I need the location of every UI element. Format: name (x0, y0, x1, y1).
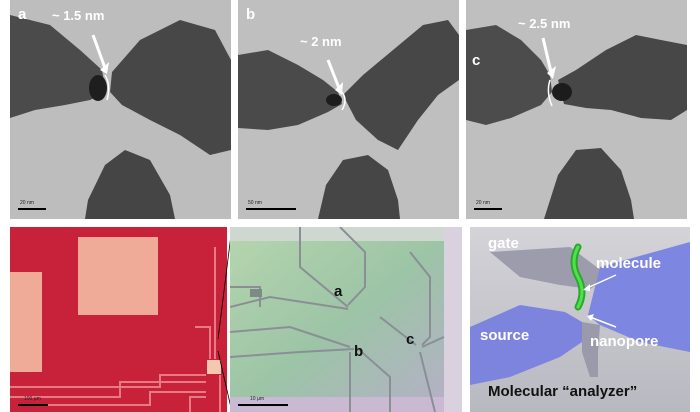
schematic-diagram: gate molecule source nanopore Molecular … (470, 227, 690, 412)
marker-c: c (406, 331, 415, 348)
tem-panel-a: a ~ 1.5 nm 20 nm (10, 0, 231, 219)
tem-image-c (466, 25, 687, 219)
schematic-drawing (470, 227, 690, 412)
molecule-label: molecule (596, 255, 662, 272)
panel-label-a: a (18, 6, 27, 23)
scale-bar-optical-high (238, 404, 288, 406)
source-label: source (480, 327, 530, 344)
gap-annotation-c: ~ 2.5 nm (518, 16, 571, 31)
schematic-caption: Molecular “analyzer” (488, 383, 638, 400)
zoom-connector (217, 227, 233, 412)
gate-label: gate (488, 235, 519, 252)
scale-label-c: 20 nm (476, 200, 490, 206)
scale-label-b: 50 nm (248, 200, 262, 206)
optical-image-high-mag: a b c 10 µm (230, 227, 462, 412)
tem-image-a (10, 15, 231, 219)
optical-image-low-mag: 100 µm (10, 227, 227, 412)
tem-panel-b: b ~ 2 nm 50 nm (238, 0, 459, 219)
tem-image-b (238, 20, 459, 219)
optical-image-high-mag-drawing (230, 227, 462, 412)
marker-a: a (334, 283, 343, 300)
scale-label-optical-low: 100 µm (24, 396, 41, 402)
panel-label-c: c (472, 52, 481, 69)
scale-label-a: 20 nm (20, 200, 34, 206)
scale-bar-b (246, 208, 296, 210)
gap-annotation-b: ~ 2 nm (300, 34, 342, 49)
scale-bar-a (18, 208, 46, 210)
tem-panel-c: c ~ 2.5 nm 20 nm (466, 0, 687, 219)
nanopore-label: nanopore (590, 333, 659, 350)
scale-label-optical-high: 10 µm (250, 396, 264, 402)
scale-bar-optical-low (18, 404, 48, 406)
panel-label-b: b (246, 6, 256, 23)
marker-b: b (354, 343, 364, 360)
scale-bar-c (474, 208, 502, 210)
gap-annotation-a: ~ 1.5 nm (52, 8, 105, 23)
optical-image-low-mag-drawing (10, 237, 221, 412)
